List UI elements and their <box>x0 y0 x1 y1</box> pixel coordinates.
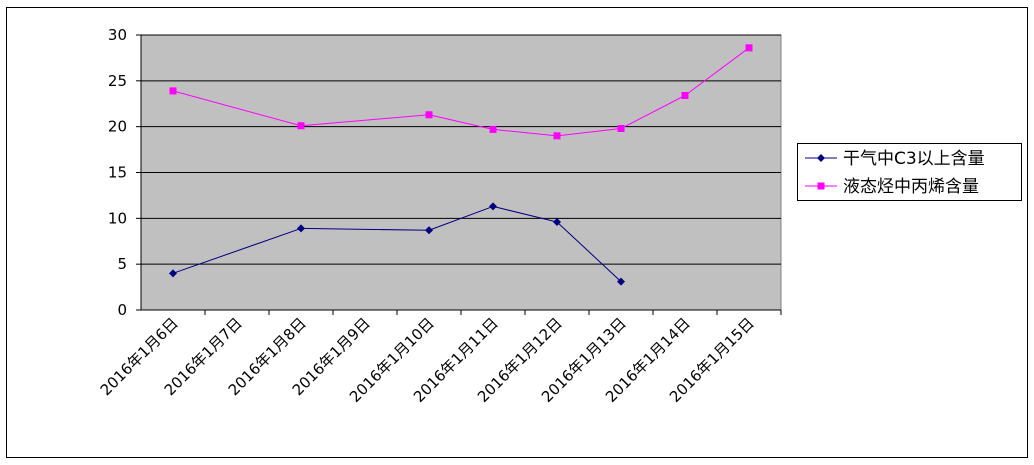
y-tick-label: 5 <box>117 255 127 273</box>
legend-marker <box>817 182 825 190</box>
legend-marker <box>817 154 825 162</box>
point <box>297 122 305 130</box>
y-tick-label: 25 <box>108 72 127 90</box>
line-segment <box>428 205 494 231</box>
point <box>169 87 177 95</box>
point <box>745 44 753 52</box>
line-segment <box>300 227 430 231</box>
line-segment <box>684 47 750 96</box>
point <box>681 92 689 99</box>
line-segment <box>492 128 558 137</box>
line-segment <box>172 227 302 274</box>
line-segment <box>556 128 622 137</box>
line-segment <box>428 114 494 130</box>
legend-label: 干气中C3以上含量 <box>843 149 985 169</box>
point <box>425 226 433 235</box>
point <box>617 125 625 132</box>
legend-label: 液态烃中丙烯含量 <box>843 177 979 197</box>
y-tick-label: 20 <box>108 118 127 136</box>
point <box>489 125 497 133</box>
point <box>553 132 561 140</box>
line-segment <box>492 205 558 223</box>
point <box>169 269 177 278</box>
point <box>617 277 625 286</box>
y-tick-label: 10 <box>108 209 127 227</box>
legend <box>797 143 1022 201</box>
point <box>489 202 497 211</box>
y-tick-label: 15 <box>108 164 127 182</box>
y-tick-label: 0 <box>117 301 127 319</box>
y-tick-label: 30 <box>108 26 127 44</box>
point <box>297 224 305 233</box>
line-segment <box>620 95 686 129</box>
line-segment <box>300 114 430 127</box>
line-segment <box>172 90 302 127</box>
line-segment <box>556 221 622 282</box>
point <box>425 111 433 119</box>
point <box>553 218 561 226</box>
